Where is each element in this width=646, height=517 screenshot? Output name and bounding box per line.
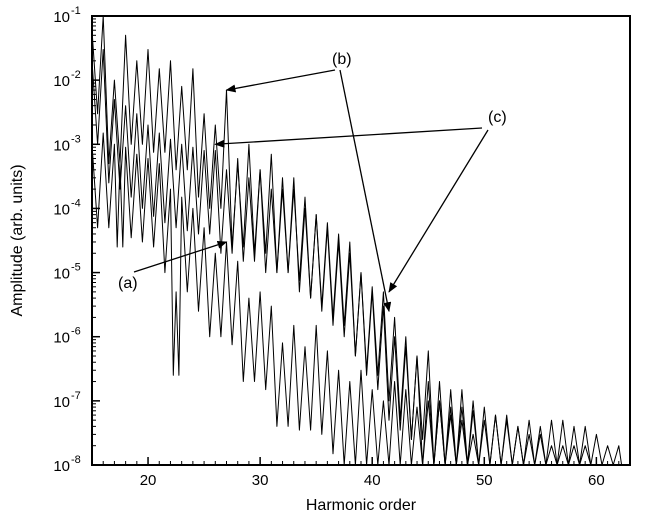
annotation-arrows [133,69,489,313]
x-tick-label: 60 [588,472,605,489]
y-tick-exponent: -4 [71,197,81,209]
annotation-arrow [225,69,336,93]
y-tick-label: 10 [53,9,70,26]
x-tick-label: 40 [364,472,381,489]
annotation-label-a: (a) [118,275,138,292]
y-tick-exponent: -5 [71,262,81,274]
annotation-label-c: (c) [488,109,507,126]
annotation-arrow [214,127,483,148]
y-axis: 10-110-210-310-410-510-610-710-8 [53,5,100,475]
x-tick-label: 20 [140,472,157,489]
plot-area: 20 30 40 50 60 10 -110 -210 -310 -410 -510 -610 -71… [53,5,631,489]
x-tick-label: 30 [252,472,269,489]
series-layer [91,15,625,466]
y-tick-label: 10 [53,394,70,411]
y-tick-exponent: -7 [71,390,81,402]
y-tick-label: 10 [53,73,70,90]
y-tick-exponent: -1 [71,5,81,17]
y-tick-exponent: -6 [71,326,81,338]
annotation-arrow [388,129,489,293]
y-tick-exponent: -2 [71,69,81,81]
y-tick-label: 10 [53,201,70,218]
y-axis-title: Amplitude (arb. units) [9,164,26,316]
y-tick-label: 10 [53,330,70,347]
annotation-label-b: (b) [332,51,352,68]
annotation-layer: (a) (b) (c) [118,51,507,313]
annotation-arrow [339,69,392,313]
y-tick-exponent: -8 [71,454,81,466]
y-tick-label: 10 [53,266,70,283]
x-axis-title: Harmonic order [306,497,417,514]
series-line-a [91,132,625,466]
x-axis: 20 30 40 50 60 [91,457,631,489]
annotation-arrow [133,240,228,273]
y-tick-label: 10 [53,458,70,475]
y-tick-label: 10 [53,137,70,154]
plot-frame [91,15,631,466]
y-tick-exponent: -3 [71,133,81,145]
x-tick-label: 50 [476,472,493,489]
